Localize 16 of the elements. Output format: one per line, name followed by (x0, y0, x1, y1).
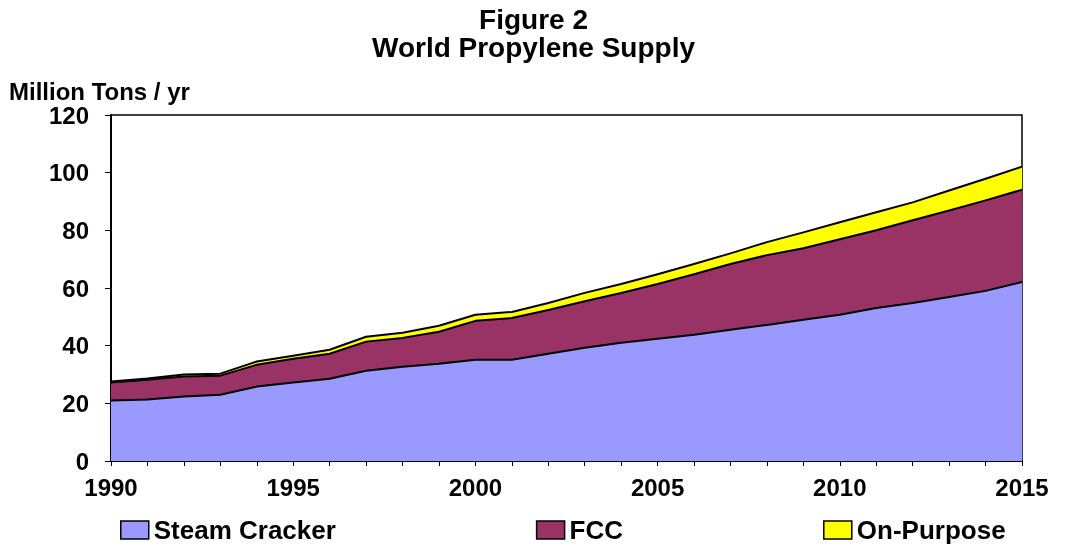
x-tick-label: 1990 (84, 473, 138, 501)
legend-label: FCC (569, 515, 624, 545)
x-tick-label: 2005 (630, 473, 685, 501)
y-tick-label: 100 (48, 159, 89, 187)
y-tick-label: 60 (62, 274, 89, 302)
y-tick-label: 80 (62, 216, 89, 244)
x-tick-label: 2015 (995, 473, 1049, 501)
x-tick-label: 2000 (448, 473, 503, 501)
y-tick-label: 0 (75, 447, 89, 475)
legend-label: On-Purpose (856, 515, 1006, 545)
chart-title: Figure 2 (479, 3, 588, 35)
x-tick-label: 2010 (813, 473, 867, 501)
y-tick-label: 20 (62, 389, 89, 417)
legend-label: Steam Cracker (153, 515, 336, 545)
x-tick-label: 1995 (266, 473, 320, 501)
y-tick-label: 40 (62, 332, 89, 360)
